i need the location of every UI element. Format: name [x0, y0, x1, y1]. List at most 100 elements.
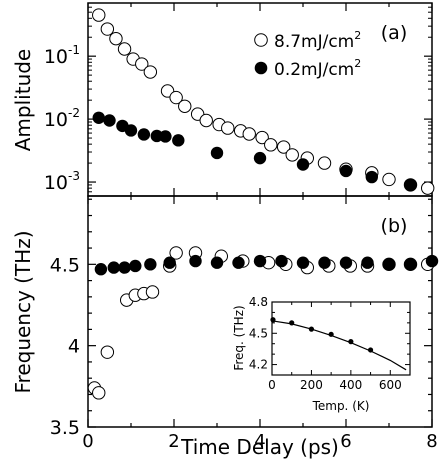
b-filled-point	[275, 254, 288, 268]
a-y-tick-base: 10	[44, 172, 68, 194]
inset-point	[270, 317, 276, 323]
inset-x-tick-label: 0	[268, 378, 276, 392]
inset-point	[308, 326, 315, 332]
a-filled-point	[92, 111, 105, 124]
b-filled-point	[382, 258, 396, 271]
b-filled-point	[404, 258, 417, 271]
b-filled-point	[232, 256, 245, 269]
legend-open-marker	[254, 33, 268, 47]
a-open-point	[100, 22, 115, 36]
b-filled-point	[425, 254, 439, 268]
b-filled-point	[94, 263, 108, 276]
a-open-point	[135, 57, 149, 71]
inset-y-tick-label: 4.5	[249, 326, 268, 340]
inset-x-tick-label: 600	[379, 378, 402, 392]
b-filled-point	[210, 256, 224, 269]
a-open-point	[143, 65, 158, 79]
a-filled-point	[365, 170, 378, 184]
a-filled-point	[339, 164, 353, 178]
a-y-tick-exp: -1	[68, 43, 80, 57]
b-filled-point	[189, 254, 202, 268]
a-y-tick-label: 10-2	[44, 106, 80, 131]
a-open-point	[109, 31, 123, 46]
panel-a-amplitude: 10-110-210-3 (a) Amplitude 8.7mJ/cm2 0.2…	[11, 2, 435, 197]
x-axis-label: Time Delay (ps)	[180, 435, 339, 459]
legend-entry-1-label: 8.7mJ/cm	[274, 32, 354, 52]
b-filled-point	[253, 254, 267, 268]
a-y-tick-base: 10	[44, 46, 68, 68]
legend-entry-2: 0.2mJ/cm2	[274, 57, 361, 80]
b-filled-point	[118, 261, 131, 274]
inset-ticks	[271, 301, 411, 376]
inset-point	[348, 339, 354, 345]
panel-b-y-tick-labels: 3.5 4 4.5	[50, 254, 80, 439]
a-open-point	[169, 90, 183, 105]
a-filled-point	[404, 178, 417, 192]
b-filled-point	[163, 256, 176, 269]
a-filled-point	[296, 158, 310, 171]
panel-b-ylabel: Frequency (THz)	[11, 230, 35, 393]
x-tick-label: 4	[254, 431, 265, 452]
inset-point	[328, 331, 334, 337]
b-filled-point	[296, 256, 310, 269]
b-filled-point	[144, 258, 157, 271]
legend-entry-2-label: 0.2mJ/cm	[274, 60, 354, 80]
legend-filled-marker	[254, 61, 268, 75]
b-open-point	[92, 386, 106, 400]
b-y-tick-label: 3.5	[50, 417, 80, 439]
b-filled-point	[129, 259, 142, 273]
a-filled-point	[172, 134, 185, 147]
a-open-point	[117, 42, 132, 56]
panel-a-label: (a)	[381, 22, 407, 44]
x-tick-label: 2	[168, 431, 179, 452]
b-filled-point	[318, 256, 331, 269]
x-tick-label: 0	[82, 431, 93, 452]
legend: 8.7mJ/cm2 0.2mJ/cm2	[254, 29, 361, 80]
a-filled-point	[159, 130, 172, 143]
inset-x-tick-label: 400	[339, 378, 362, 392]
a-filled-point	[253, 151, 267, 165]
inset-y-tick-label: 4.8	[249, 295, 268, 309]
a-y-tick-label: 10-3	[44, 169, 80, 194]
b-open-point	[145, 285, 160, 299]
a-filled-point	[137, 128, 151, 141]
panel-b-points	[87, 246, 439, 400]
inset-xlabel: Temp. (K)	[312, 399, 370, 413]
a-open-point	[382, 172, 396, 187]
a-filled-point	[124, 124, 138, 137]
legend-entry-1-sup: 2	[354, 29, 361, 42]
a-open-point	[276, 140, 291, 154]
a-filled-point	[103, 114, 116, 127]
inset-point	[367, 347, 374, 353]
panel-b-frequency: 3.5 4 4.5 0 2 4 6 8 (b) Frequency (THz) Time D…	[11, 195, 439, 459]
x-tick-label: 6	[340, 431, 351, 452]
inset-y-tick-labels: 4.2 4.5 4.8	[249, 295, 268, 372]
inset-point	[289, 320, 295, 326]
b-y-tick-label: 4.5	[50, 254, 80, 276]
b-y-tick-label: 4	[68, 336, 80, 358]
panel-a-y-tick-labels: 10-110-210-3	[44, 43, 80, 194]
a-open-point	[264, 138, 278, 152]
x-tick-label: 8	[426, 431, 437, 452]
panel-b-x-tick-labels: 0 2 4 6 8	[82, 431, 437, 452]
inset-ylabel: Freq. (THz)	[232, 305, 246, 370]
inset-fit-curve	[271, 320, 407, 371]
a-y-tick-base: 10	[44, 109, 68, 131]
inset-x-tick-label: 200	[300, 378, 323, 392]
b-open-point	[100, 345, 115, 359]
panel-a-ylabel: Amplitude	[11, 49, 35, 152]
panel-a-points	[92, 8, 435, 195]
a-filled-point	[210, 146, 224, 160]
inset-chart: 4.2 4.5 4.8 0 200 400 600 Freq. (THz) Temp. (…	[232, 295, 411, 413]
b-filled-point	[107, 261, 121, 274]
a-open-point	[178, 99, 192, 113]
legend-entry-1: 8.7mJ/cm2	[274, 29, 361, 52]
b-open-point	[169, 246, 183, 260]
a-y-tick-label: 10-1	[44, 43, 80, 68]
a-open-point	[221, 121, 235, 135]
a-open-point	[199, 113, 213, 128]
b-filled-point	[361, 256, 374, 269]
a-open-point	[92, 8, 106, 22]
b-filled-point	[339, 256, 353, 269]
